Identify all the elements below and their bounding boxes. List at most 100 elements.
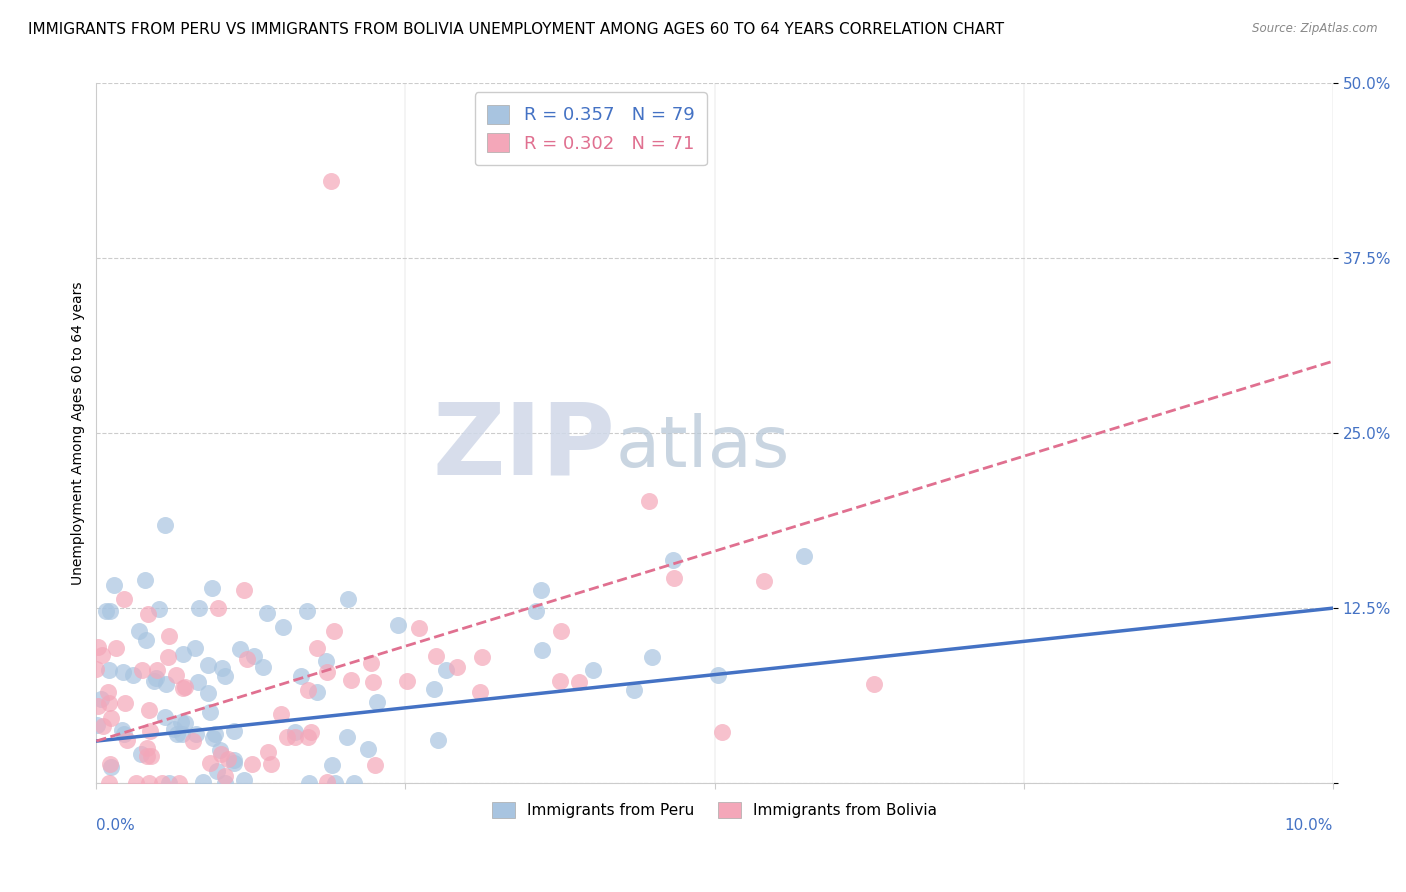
- Point: [205, 764, 228, 778]
- Point: [98, 603, 121, 617]
- Point: [163, 722, 186, 736]
- Point: [662, 553, 685, 567]
- Point: [155, 677, 177, 691]
- Point: [201, 581, 224, 595]
- Point: [90, 692, 112, 706]
- Point: [184, 727, 207, 741]
- Point: [531, 642, 554, 657]
- Point: [426, 733, 449, 747]
- Point: [434, 663, 457, 677]
- Point: [202, 731, 225, 745]
- Point: [363, 675, 385, 690]
- Point: [208, 743, 231, 757]
- Point: [200, 705, 222, 719]
- Point: [366, 695, 388, 709]
- Point: [122, 668, 145, 682]
- Legend: Immigrants from Peru, Immigrants from Bolivia: Immigrants from Peru, Immigrants from Bo…: [486, 797, 943, 824]
- Point: [173, 680, 195, 694]
- Point: [387, 618, 409, 632]
- Point: [165, 668, 187, 682]
- Point: [214, 669, 236, 683]
- Point: [316, 775, 339, 789]
- Point: [197, 658, 219, 673]
- Point: [229, 642, 252, 657]
- Point: [259, 757, 281, 772]
- Point: [198, 756, 221, 770]
- Point: [232, 582, 254, 597]
- Point: [112, 727, 135, 741]
- Point: [172, 727, 194, 741]
- Point: [297, 683, 319, 698]
- Point: [172, 681, 194, 696]
- Point: [111, 665, 134, 679]
- Point: [193, 775, 215, 789]
- Point: [91, 719, 114, 733]
- Point: [662, 571, 685, 585]
- Point: [232, 773, 254, 788]
- Point: [711, 724, 734, 739]
- Point: [568, 675, 591, 690]
- Point: [396, 673, 419, 688]
- Point: [124, 776, 146, 790]
- Point: [98, 696, 121, 710]
- Point: [256, 606, 278, 620]
- Point: [470, 685, 492, 699]
- Text: atlas: atlas: [616, 413, 790, 482]
- Point: [91, 648, 114, 663]
- Point: [707, 668, 730, 682]
- Point: [471, 650, 494, 665]
- Text: IMMIGRANTS FROM PERU VS IMMIGRANTS FROM BOLIVIA UNEMPLOYMENT AMONG AGES 60 TO 64: IMMIGRANTS FROM PERU VS IMMIGRANTS FROM …: [28, 22, 1004, 37]
- Point: [252, 660, 274, 674]
- Point: [138, 776, 160, 790]
- Point: [86, 717, 108, 731]
- Point: [222, 724, 245, 739]
- Point: [530, 582, 553, 597]
- Point: [863, 677, 886, 691]
- Point: [283, 730, 305, 744]
- Point: [97, 776, 120, 790]
- Point: [153, 517, 176, 532]
- Point: [156, 649, 179, 664]
- Point: [214, 769, 236, 783]
- Point: [322, 624, 344, 638]
- Point: [340, 673, 363, 688]
- Point: [364, 757, 387, 772]
- Point: [103, 578, 125, 592]
- Point: [548, 673, 571, 688]
- Point: [207, 600, 229, 615]
- Point: [87, 640, 110, 654]
- Point: [138, 607, 160, 621]
- Point: [357, 742, 380, 756]
- Point: [315, 654, 337, 668]
- Point: [217, 752, 239, 766]
- Point: [793, 549, 815, 563]
- Point: [114, 696, 136, 710]
- Point: [343, 776, 366, 790]
- Point: [336, 730, 359, 744]
- Point: [423, 682, 446, 697]
- Point: [211, 747, 233, 761]
- Point: [112, 591, 135, 606]
- Point: [96, 685, 118, 699]
- Point: [360, 656, 382, 670]
- Point: [214, 776, 236, 790]
- Point: [166, 727, 188, 741]
- Point: [222, 756, 245, 771]
- Point: [321, 174, 343, 188]
- Point: [243, 649, 266, 664]
- Point: [290, 669, 312, 683]
- Point: [143, 673, 166, 688]
- Point: [145, 663, 167, 677]
- Point: [135, 748, 157, 763]
- Point: [550, 624, 572, 638]
- Point: [582, 663, 605, 677]
- Point: [184, 640, 207, 655]
- Text: Source: ZipAtlas.com: Source: ZipAtlas.com: [1253, 22, 1378, 36]
- Point: [305, 641, 328, 656]
- Point: [425, 649, 447, 664]
- Text: ZIP: ZIP: [433, 399, 616, 496]
- Point: [104, 640, 127, 655]
- Point: [187, 675, 209, 690]
- Point: [211, 661, 233, 675]
- Point: [323, 776, 346, 790]
